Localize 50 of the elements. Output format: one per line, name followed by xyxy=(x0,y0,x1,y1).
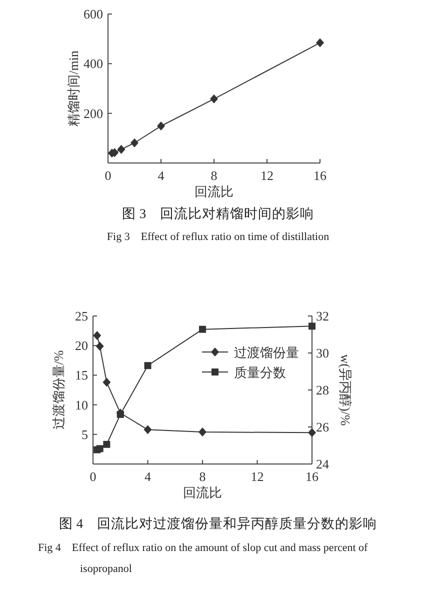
point xyxy=(198,428,206,437)
x-tick-label: 8 xyxy=(210,168,218,183)
y-tick-label: 400 xyxy=(84,56,103,72)
point xyxy=(199,326,206,333)
point xyxy=(157,122,165,130)
y2-tick-label: 30 xyxy=(316,346,329,360)
point xyxy=(130,138,138,148)
y2-tick-label: 32 xyxy=(316,308,329,324)
point xyxy=(210,94,218,104)
x-tick-label: 0 xyxy=(104,168,112,183)
y-tick-label: 15 xyxy=(75,368,88,383)
point xyxy=(316,38,324,48)
y-axis-title: 精馏时间/min xyxy=(66,50,81,126)
point xyxy=(96,445,104,452)
y-tick-label: 10 xyxy=(75,397,88,412)
point xyxy=(102,378,111,387)
text: Fig 3 Effect of reflux ratio on time of distillation xyxy=(106,231,330,243)
point xyxy=(308,322,316,330)
x-tick-label: 12 xyxy=(260,168,274,183)
point xyxy=(117,144,126,154)
y2-tick-label: 28 xyxy=(316,382,329,398)
point xyxy=(103,440,110,448)
y-tick-label: 25 xyxy=(75,308,88,324)
x-tick-label: 4 xyxy=(144,469,152,484)
point xyxy=(308,428,316,438)
point xyxy=(144,362,152,370)
x-tick-label: 16 xyxy=(314,168,327,183)
text: 图 4 回流比对过渡馏份量和异丙醇质量分数的影响 xyxy=(58,516,378,531)
x-tick-label: 16 xyxy=(306,469,319,484)
legend-label: 过渡馏份量 xyxy=(234,345,299,360)
text: 图 3 回流比对精馏时间的影响 xyxy=(122,206,314,221)
y2-tick-label: 26 xyxy=(316,420,330,434)
x-axis-title: 回流比 xyxy=(183,485,222,500)
x-tick-label: 0 xyxy=(90,469,96,484)
x-tick-label: 8 xyxy=(199,469,206,484)
point xyxy=(93,331,102,340)
y-tick-label: 600 xyxy=(84,6,103,22)
y2-axis-title: w(异丙醇)/% xyxy=(338,354,353,426)
x-axis-title: 回流比 xyxy=(194,184,234,199)
legend-label: 质量分数 xyxy=(234,365,286,380)
point xyxy=(144,425,152,434)
x-tick-label: 12 xyxy=(250,469,264,484)
y-tick-label: 5 xyxy=(82,426,88,442)
y-tick-label: 200 xyxy=(84,106,103,121)
text: Fig 4 Effect of reflux ratio on the amount of slop cut and mass percent of isopropanol xyxy=(38,542,368,575)
y-tick-label: 20 xyxy=(75,338,88,354)
y-axis-title: 过渡馏份量/% xyxy=(51,350,66,430)
point xyxy=(96,342,104,351)
x-tick-label: 4 xyxy=(158,168,165,183)
y2-tick-label: 24 xyxy=(316,456,330,472)
